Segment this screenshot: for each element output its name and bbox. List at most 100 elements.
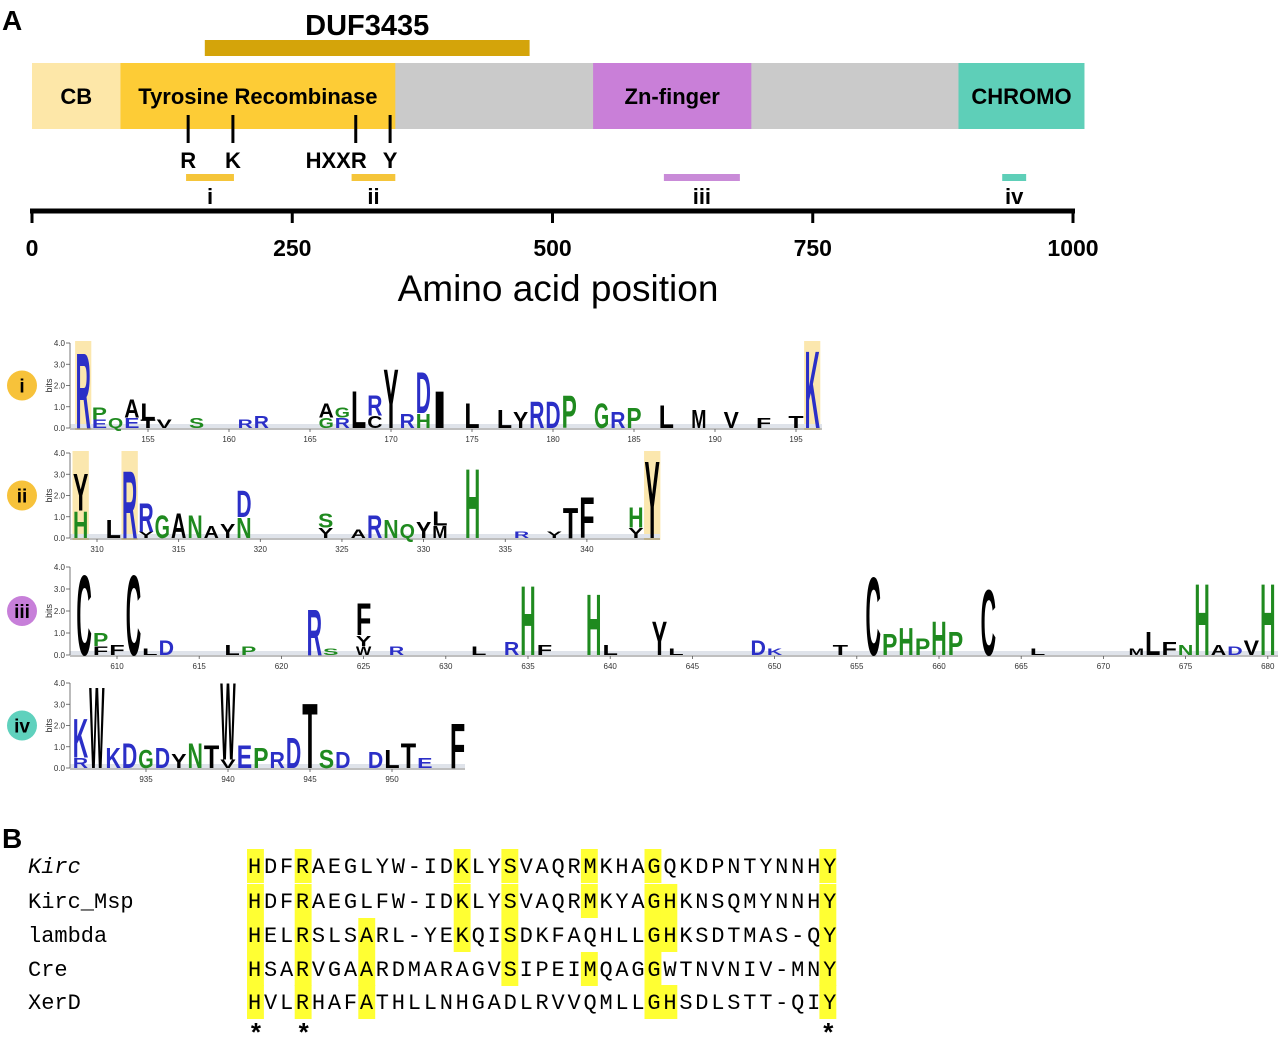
sequence-name: XerD: [28, 991, 81, 1016]
logo-letter: L: [1030, 647, 1045, 657]
logo-x-tick-label: 645: [686, 662, 700, 671]
alignment-highlight: [644, 849, 662, 883]
region-label: iv: [1005, 184, 1024, 209]
logo-x-tick-label: 620: [275, 662, 289, 671]
logo-x-tick-label: 610: [110, 662, 124, 671]
logo-x-tick-label: 665: [1015, 662, 1029, 671]
logo-badge: [7, 596, 37, 626]
logo-y-tick-label: 3.0: [54, 700, 66, 709]
alignment-highlight: [580, 884, 598, 918]
logo-letter: D: [159, 637, 174, 661]
logo-letter: T: [833, 641, 849, 658]
logo-letter: P: [241, 645, 256, 658]
alignment-highlight: [453, 849, 471, 883]
logo-letter: R: [389, 645, 405, 658]
logo-letter: D: [155, 742, 170, 775]
logo-letter: P: [253, 742, 268, 775]
logo-letter: R: [529, 395, 544, 436]
logo-badge-label: i: [19, 377, 24, 398]
logo-baseline: [70, 651, 1278, 655]
panel-label: B: [2, 823, 22, 854]
domain-label: Tyrosine Recombinase: [138, 84, 377, 109]
logo-letter: H: [1194, 562, 1209, 677]
residue-label: Y: [383, 148, 398, 173]
logo-highlight: [121, 451, 138, 540]
logo-letter: R: [73, 755, 89, 772]
logo-letter: R: [335, 415, 351, 432]
alignment-highlight: [294, 918, 312, 952]
logo-letter: Y: [513, 407, 529, 434]
duf-label: DUF3435: [305, 10, 429, 42]
logo-y-tick-label: 4.0: [54, 679, 66, 688]
logo-letter: F: [93, 645, 108, 658]
sequence-name: Cre: [28, 958, 68, 983]
logo-letter: R: [254, 412, 270, 432]
logo-letter: R: [504, 640, 520, 660]
alignment-highlight: [819, 849, 837, 883]
logo-x-tick-label: 180: [546, 435, 560, 444]
logo-letter: S: [319, 744, 334, 773]
logo-x-tick-label: 325: [335, 545, 349, 554]
logo-letter: F: [1161, 640, 1176, 660]
logo-letter: D: [122, 737, 137, 776]
alignment-highlight: [247, 985, 264, 1019]
alignment-highlight: [247, 849, 264, 883]
logo-letter: T: [401, 737, 417, 776]
logo-letter: M: [432, 522, 447, 542]
logo-letter: N: [383, 514, 398, 543]
logo-x-tick-label: 335: [499, 545, 513, 554]
logo-letter: E: [417, 755, 432, 772]
x-tick-label: 750: [794, 235, 832, 261]
alignment-highlight: [819, 952, 837, 986]
logo-letter: S: [323, 647, 338, 657]
logo-letter: A: [204, 522, 220, 542]
logo-badge-label: iii: [14, 602, 30, 623]
logo-x-tick-label: 340: [580, 545, 594, 554]
logo-letter: P: [93, 631, 109, 651]
logo-letter: T: [563, 499, 579, 548]
logo-letter: N: [187, 509, 202, 545]
logo-y-tick-label: 4.0: [54, 563, 66, 572]
logo-letter: S: [318, 510, 333, 532]
region-bar: [1002, 174, 1027, 181]
logo-x-tick-label: 170: [384, 435, 398, 444]
region-bar: [663, 174, 740, 181]
logo-letter: H: [931, 612, 946, 666]
logo-letter: A: [124, 394, 139, 423]
logo-y-tick-label: 0.0: [54, 764, 66, 773]
logo-letter: D: [286, 729, 301, 778]
logo-badge: [7, 480, 37, 511]
logo-x-tick-label: 630: [439, 662, 453, 671]
x-axis-title: Amino acid position: [398, 268, 719, 309]
logo-letter: H: [898, 620, 913, 664]
logo-x-tick-label: 655: [850, 662, 864, 671]
logo-letter: H: [520, 566, 535, 677]
alignment-highlight: [501, 884, 519, 918]
region-label: ii: [367, 184, 379, 209]
logo-x-tick-label: 195: [789, 435, 803, 444]
logo-letter: G: [155, 509, 170, 545]
logo-letter: D: [750, 637, 765, 661]
domain-label: Zn-finger: [625, 84, 721, 109]
alignment-highlight: [294, 985, 312, 1019]
logo-letter: F: [537, 641, 553, 658]
logo-y-tick-label: 1.0: [54, 629, 66, 638]
logo-letter: K: [805, 328, 820, 452]
logo-y-tick-label: 0.0: [54, 651, 66, 660]
logo-letter: Y: [73, 464, 88, 522]
sequence: HSARVGAARDMARAGVSIPEIMQAGGWTNVNIV-MNY: [248, 958, 836, 983]
logo-letter: C: [126, 553, 141, 680]
alignment-highlight: [294, 952, 312, 986]
logo-letter: H: [628, 502, 643, 535]
alignment-highlight: [247, 918, 264, 952]
region-bar: [351, 174, 396, 181]
logo-x-tick-label: 660: [932, 662, 946, 671]
logo-letter: D: [416, 362, 431, 426]
logo-letter: A: [1211, 641, 1227, 658]
logo-letter: R: [367, 390, 382, 423]
logo-letter: F: [579, 487, 594, 551]
logo-letter: H: [73, 505, 88, 546]
logo-letter: E: [92, 418, 107, 431]
logo-x-tick-label: 935: [139, 775, 153, 784]
